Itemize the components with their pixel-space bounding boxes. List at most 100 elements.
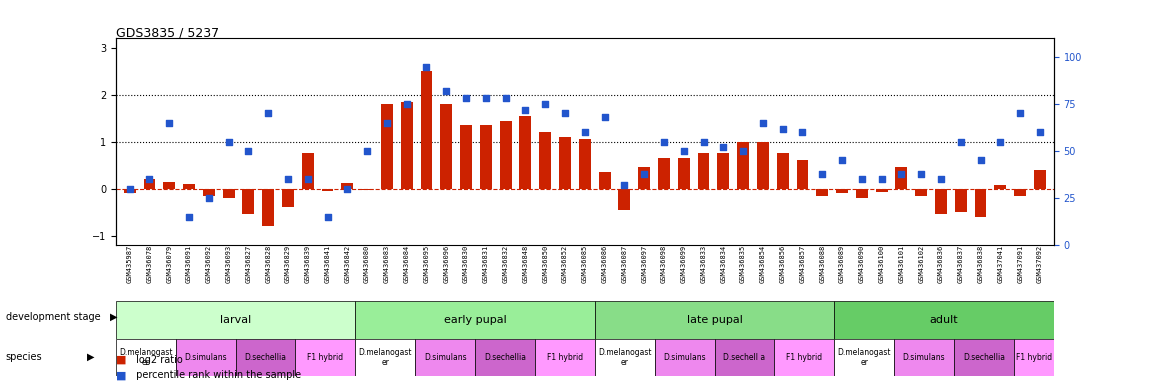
Bar: [856, 189, 867, 198]
Point: [556, 111, 574, 117]
Bar: [717, 153, 730, 189]
Text: GSM436839: GSM436839: [305, 245, 310, 283]
Bar: [757, 142, 769, 189]
Text: ■: ■: [116, 370, 126, 380]
Point: [932, 176, 951, 182]
Text: GSM436833: GSM436833: [701, 245, 706, 283]
Text: GSM436099: GSM436099: [681, 245, 687, 283]
Point: [338, 185, 357, 192]
FancyBboxPatch shape: [475, 339, 535, 376]
Point: [615, 182, 633, 188]
Point: [852, 176, 871, 182]
Text: GSM436827: GSM436827: [245, 245, 251, 283]
Text: GSM436837: GSM436837: [958, 245, 963, 283]
Point: [358, 148, 376, 154]
Bar: [738, 142, 749, 189]
Point: [833, 157, 851, 164]
Text: GSM436079: GSM436079: [167, 245, 173, 283]
Point: [259, 111, 278, 117]
Text: adult: adult: [930, 315, 959, 325]
Point: [734, 148, 753, 154]
Bar: [797, 161, 808, 189]
Text: GSM436854: GSM436854: [760, 245, 765, 283]
FancyBboxPatch shape: [595, 301, 834, 339]
Point: [952, 139, 970, 145]
Bar: [222, 189, 235, 198]
Bar: [540, 132, 551, 189]
Point: [199, 195, 218, 201]
Text: GSM436101: GSM436101: [899, 245, 904, 283]
Bar: [500, 121, 512, 189]
Point: [516, 107, 535, 113]
Point: [1031, 129, 1049, 135]
FancyBboxPatch shape: [894, 339, 954, 376]
Text: GSM436857: GSM436857: [799, 245, 806, 283]
Text: F1 hybrid: F1 hybrid: [1016, 353, 1051, 362]
Point: [972, 157, 990, 164]
Bar: [975, 189, 987, 217]
Point: [437, 88, 455, 94]
Bar: [599, 172, 610, 189]
Bar: [915, 189, 928, 195]
Text: F1 hybrid: F1 hybrid: [786, 353, 822, 362]
FancyBboxPatch shape: [356, 301, 595, 339]
Text: GSM436830: GSM436830: [463, 245, 469, 283]
FancyBboxPatch shape: [535, 339, 595, 376]
Text: GSM436083: GSM436083: [384, 245, 390, 283]
FancyBboxPatch shape: [116, 301, 356, 339]
Text: GSM436831: GSM436831: [483, 245, 489, 283]
Bar: [262, 189, 274, 226]
Bar: [203, 189, 214, 195]
Text: GSM436832: GSM436832: [503, 245, 508, 283]
Bar: [677, 158, 690, 189]
Text: late pupal: late pupal: [687, 315, 742, 325]
Text: percentile rank within the sample: percentile rank within the sample: [133, 370, 301, 380]
Text: D.sechellia: D.sechellia: [244, 353, 286, 362]
Bar: [163, 182, 175, 189]
FancyBboxPatch shape: [416, 339, 475, 376]
Bar: [124, 189, 135, 193]
Text: GSM436852: GSM436852: [562, 245, 569, 283]
Text: D.sechellia: D.sechellia: [963, 353, 1005, 362]
Point: [239, 148, 257, 154]
Text: GSM436087: GSM436087: [622, 245, 628, 283]
Bar: [183, 184, 195, 189]
Text: GSM436096: GSM436096: [444, 245, 449, 283]
Text: GDS3835 / 5237: GDS3835 / 5237: [116, 27, 219, 40]
Bar: [242, 189, 255, 214]
Text: GSM436085: GSM436085: [581, 245, 588, 283]
Point: [674, 148, 692, 154]
Bar: [836, 189, 848, 193]
Point: [378, 120, 396, 126]
Point: [654, 139, 673, 145]
Bar: [381, 104, 393, 189]
Text: F1 hybrid: F1 hybrid: [307, 353, 344, 362]
Text: GSM436097: GSM436097: [642, 245, 647, 283]
Text: development stage: development stage: [6, 312, 101, 322]
Bar: [697, 153, 710, 189]
Text: D.sechellia: D.sechellia: [484, 353, 526, 362]
Point: [913, 170, 931, 177]
Point: [299, 176, 317, 182]
Point: [892, 170, 910, 177]
Text: GSM436828: GSM436828: [265, 245, 271, 283]
Point: [318, 214, 337, 220]
Point: [793, 129, 812, 135]
Point: [991, 139, 1010, 145]
Bar: [875, 189, 887, 192]
Bar: [579, 139, 591, 189]
Text: GSM437092: GSM437092: [1036, 245, 1043, 283]
Bar: [895, 167, 908, 189]
Point: [813, 170, 831, 177]
Text: GSM436098: GSM436098: [661, 245, 667, 283]
FancyBboxPatch shape: [775, 339, 834, 376]
Bar: [302, 153, 314, 189]
Text: D.simulans: D.simulans: [424, 353, 467, 362]
Point: [695, 139, 713, 145]
Text: GSM436850: GSM436850: [542, 245, 548, 283]
Point: [160, 120, 178, 126]
Text: GSM436090: GSM436090: [859, 245, 865, 283]
Text: GSM436086: GSM436086: [601, 245, 608, 283]
Text: D.sechell a: D.sechell a: [724, 353, 765, 362]
Text: GSM436089: GSM436089: [840, 245, 845, 283]
